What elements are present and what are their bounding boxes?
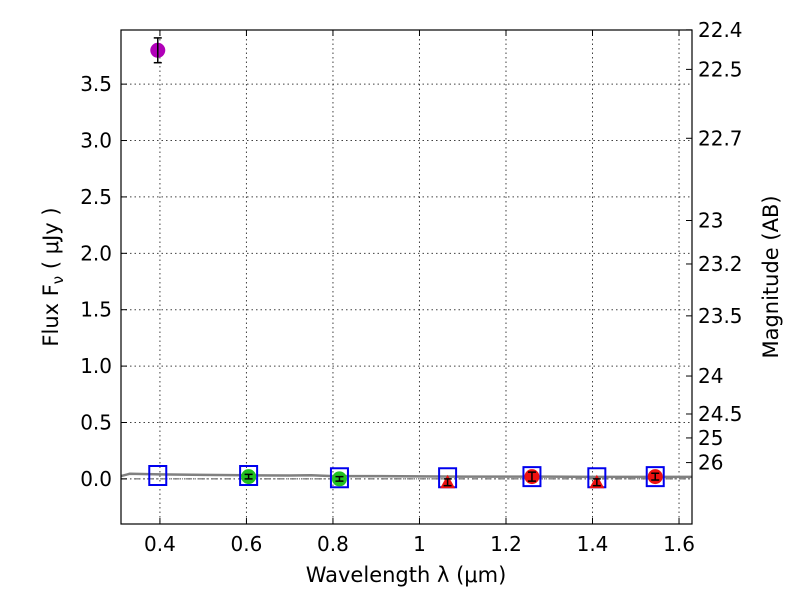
y-tick-label: 3.5 (80, 72, 112, 96)
y2-tick-label: 24 (698, 364, 723, 388)
model-point-square (522, 466, 542, 488)
y2-tick-label: 22.4 (698, 18, 743, 42)
y-tick-label: 2.0 (80, 241, 112, 265)
x-tick-label: 1 (413, 532, 426, 556)
x-tick-label: 0.4 (144, 532, 176, 556)
x-tick-label: 1.4 (577, 532, 609, 556)
y2-tick-label: 22.5 (698, 57, 743, 81)
y-tick-label: 1.0 (80, 354, 112, 378)
plot-frame (120, 29, 693, 525)
model-point-square (148, 465, 168, 487)
x-tick-label: 0.8 (317, 532, 349, 556)
model-point-square (239, 465, 259, 487)
sed-curve-layer (120, 472, 692, 479)
y-tick-label: 0.0 (80, 467, 112, 491)
sed-model-curve (120, 472, 692, 479)
observed-points-layer (150, 37, 663, 489)
model-point-square (329, 467, 349, 489)
y-axis-title: Flux Fν ( μJy ) (39, 207, 67, 346)
y-axis-title-unit: ( μJy ) (39, 207, 63, 275)
y2-tick-label: 23.5 (698, 304, 743, 328)
model-point-square (645, 466, 665, 488)
ticks-layer: 0.4 0.6 0.8 1 1.2 1.4 1.6 0.0 0.5 1.0 1.5 2.0 2.5 3.0… (80, 18, 742, 556)
grid-layer (121, 30, 692, 524)
y-tick-label: 3.0 (80, 129, 112, 153)
y-axis-title-main: Flux F (39, 284, 63, 346)
y2-axis-title: Magnitude (AB) (759, 195, 783, 358)
y2-tick-label: 25 (698, 426, 723, 450)
x-tick-label: 1.2 (490, 532, 522, 556)
y-tick-label: 0.5 (80, 410, 112, 434)
y2-tick-label: 22.7 (698, 126, 743, 150)
y2-tick-label: 23 (698, 209, 723, 233)
x-axis-title: Wavelength λ (μm) (306, 563, 507, 587)
y-axis-title-sub: ν (49, 276, 67, 284)
y2-tick-label: 23.2 (698, 252, 743, 276)
y2-tick-label: 24.5 (698, 402, 743, 426)
y2-tick-label: 26 (698, 451, 723, 475)
x-tick-label: 0.6 (231, 532, 263, 556)
x-tick-label: 1.6 (663, 532, 695, 556)
y-tick-label: 2.5 (80, 185, 112, 209)
y-tick-label: 1.5 (80, 298, 112, 322)
